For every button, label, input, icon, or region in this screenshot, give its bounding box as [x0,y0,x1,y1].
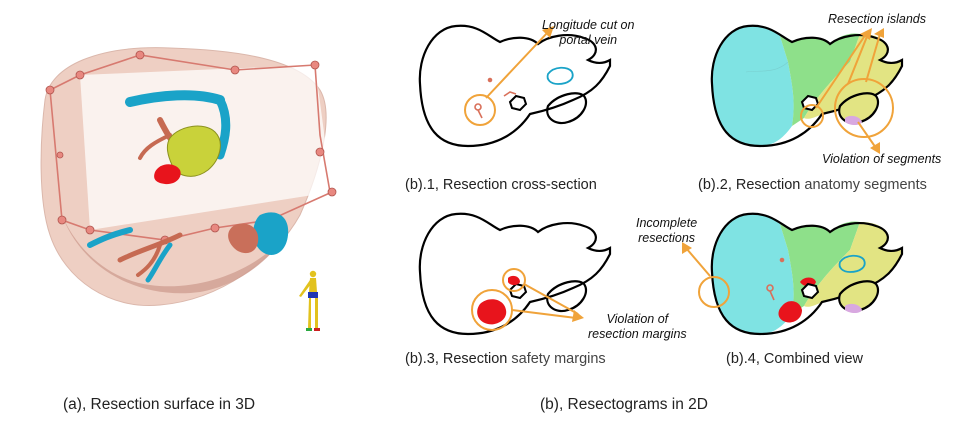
resection-island-arrows [815,33,881,109]
hepatic-vein-section-combined [838,254,866,273]
annotation-violation-of-segments: Violation of segments [822,152,942,166]
margin-violation-region [477,299,507,325]
resection-island-highlight [800,104,824,128]
caption-panel-b: (b), Resectograms in 2D [540,396,708,413]
incomplete-resection-highlight [698,276,730,308]
hepatic-vein-section [546,66,574,85]
annotation-resection-islands: Resection islands [828,12,926,26]
panel-a-3d-rendering [40,47,337,331]
annotation-incomplete-resections: Incomplete resections [636,216,698,245]
longitude-cut-arrow [485,31,549,99]
margin-violation-highlight-small [502,268,526,292]
caption-panel-a: (a), Resection surface in 3D [63,396,256,413]
annotation-violation-of-margins: Violation of resection margins [588,312,687,341]
vena-cava-portal-3d [228,223,259,254]
margin-violation-small [508,275,520,285]
panel-b2-anatomy-segments [710,24,904,154]
portal-vein-section [474,77,517,119]
caption-b4: (b).4, Combined view [726,351,863,367]
incomplete-resection-arrow [685,247,711,277]
margin-violation-arrows [511,283,579,319]
caption-b1: (b).1, Resection cross-section [405,177,597,193]
caption-b3: (b).3, Resection safety margins [405,351,606,367]
segment-violation-highlight [834,78,894,138]
longitude-cut-highlight [464,94,496,126]
panel-b4-combined-view [682,212,904,336]
segment-violation-arrow [857,121,877,149]
red-region-3d [154,164,181,185]
human-figure-icon [299,270,320,331]
vena-cava-3d [253,212,289,255]
panel-b1-cross-section [418,24,612,148]
tumor-3d [166,125,221,177]
panel-b3-safety-margins [418,212,612,336]
hepatic-veins-3d [87,90,231,283]
caption-b2: (b).2, Resection anatomy segments [698,177,927,193]
annotation-longitude-cut: Longitude cut on portal vein [542,18,635,47]
plane-control-points [45,50,337,245]
